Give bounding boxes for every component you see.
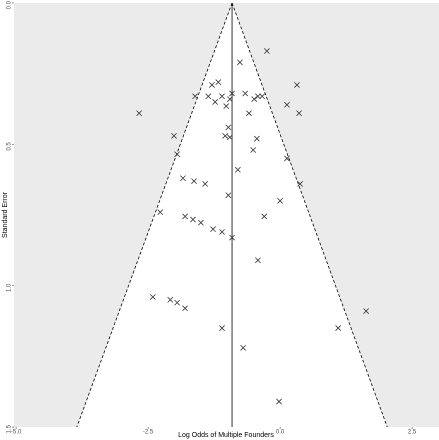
x-tick-label: 0.0 [276, 430, 285, 436]
funnel-limit [76, 2, 233, 428]
study-point [237, 59, 243, 66]
study-point [149, 294, 156, 300]
study-point [190, 216, 196, 223]
study-point [227, 96, 233, 102]
study-point [202, 181, 209, 187]
study-point [167, 296, 174, 303]
study-point [174, 151, 181, 158]
study-point [259, 93, 266, 100]
study-point [215, 79, 222, 86]
study-point [223, 103, 230, 110]
study-point [264, 48, 270, 54]
study-point [234, 166, 241, 173]
study-point [253, 135, 260, 142]
study-point [225, 124, 232, 131]
y-tick-label: 0.5 [7, 142, 13, 151]
study-point [136, 110, 143, 117]
study-point [192, 93, 198, 100]
study-point [191, 178, 197, 184]
study-point [171, 132, 177, 139]
study-point [284, 155, 290, 162]
study-point [225, 192, 232, 199]
study-point [277, 197, 283, 204]
study-point [363, 308, 370, 314]
y-tick-label: 1.0 [7, 283, 13, 292]
study-point [284, 101, 290, 108]
study-point [219, 93, 225, 100]
study-point [210, 226, 216, 233]
study-point [250, 147, 257, 153]
x-axis-label: Log Odds of Multiple Founders [178, 432, 274, 439]
funnel-limit [231, 2, 388, 428]
study-point [251, 96, 258, 102]
study-point [297, 181, 304, 187]
study-point [198, 219, 204, 226]
study-point [240, 344, 247, 351]
study-point [227, 134, 233, 141]
study-point [294, 82, 300, 88]
study-point [255, 257, 261, 264]
study-point [209, 82, 215, 88]
study-point [212, 99, 219, 105]
study-point [219, 229, 225, 235]
study-point [255, 93, 261, 100]
study-point [229, 234, 235, 241]
study-point [261, 213, 268, 220]
study-point [205, 93, 212, 100]
study-point [242, 90, 249, 97]
x-tick-label: -2.5 [143, 430, 154, 436]
study-point [229, 90, 235, 97]
study-point [219, 325, 225, 331]
study-point [276, 398, 282, 405]
study-point [335, 325, 342, 331]
y-tick-label: 0.0 [7, 0, 13, 9]
study-point [246, 110, 252, 117]
study-point [180, 175, 186, 182]
y-tick-label: 1.5 [7, 424, 13, 433]
study-point [182, 213, 188, 220]
x-tick-label: -5.0 [11, 430, 22, 436]
study-point [157, 209, 164, 216]
study-point [174, 299, 181, 306]
x-tick-label: 2.5 [408, 430, 417, 436]
y-axis-label: Standard Error [2, 191, 9, 238]
study-point [296, 110, 302, 117]
study-point [182, 305, 188, 312]
study-point [222, 132, 229, 139]
